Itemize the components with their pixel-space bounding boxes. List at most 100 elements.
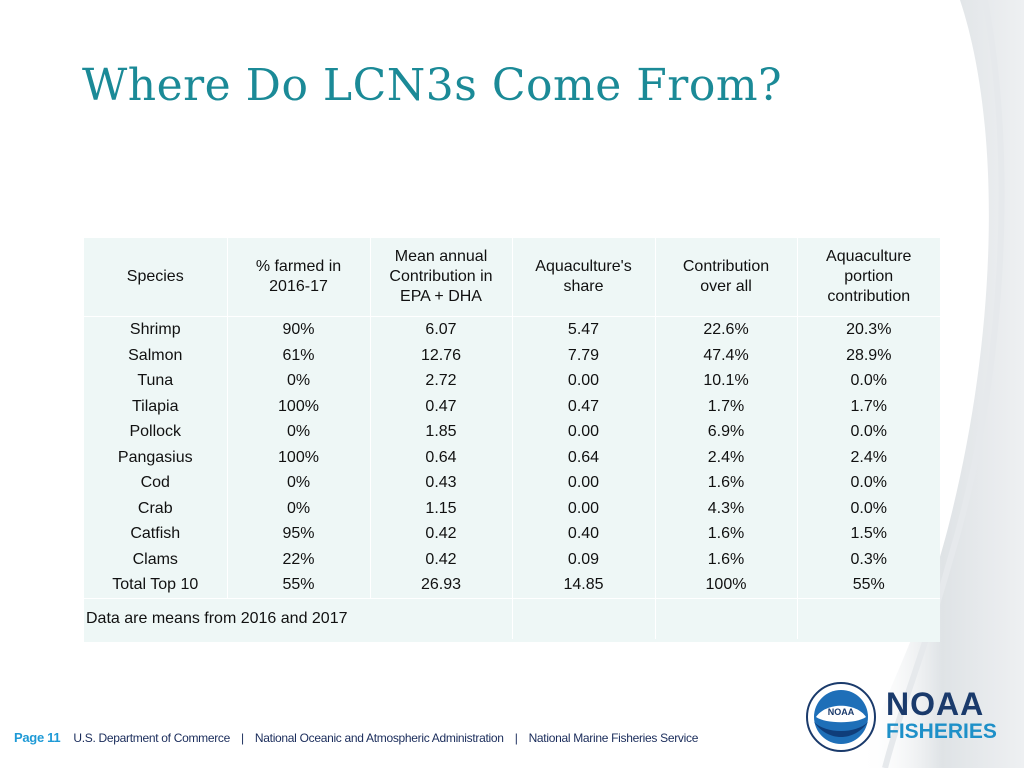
table-cell: 100% xyxy=(655,572,798,598)
table-cell: 0.64 xyxy=(512,444,656,470)
table-row: Pollock 0% 1.85 0.00 6.9% 0.0% xyxy=(84,419,940,445)
noaa-seal-icon: NOAA xyxy=(806,682,876,752)
table-cell: 95% xyxy=(227,521,371,547)
table-cell: 20.3% xyxy=(846,321,892,338)
table-cell: 0.42 xyxy=(370,521,513,547)
table-body: Shrimp 90% 6.07 5.47 22.6% 20.3% Salmon 61% 12.7… xyxy=(84,316,940,598)
table-cell: Salmon xyxy=(84,342,228,368)
table-cell: Crab xyxy=(84,495,228,521)
table-row: Salmon 61% 12.76 7.79 47.4% 28.9% xyxy=(84,342,940,368)
table-row: Clams 22% 0.42 0.09 1.6% 0.3% xyxy=(84,546,940,572)
table-cell: Pangasius xyxy=(84,444,228,470)
footer-separator: | xyxy=(241,731,244,745)
table-cell: Catfish xyxy=(84,521,228,547)
table-cell: 0.47 xyxy=(370,393,513,419)
footer-separator: | xyxy=(514,731,518,745)
lcn3-table-container: Species % farmed in 2016-17 Mean annual … xyxy=(84,238,940,642)
table-cell: 0.64 xyxy=(370,444,513,470)
table-row: Catfish 95% 0.42 0.40 1.6% 1.5% xyxy=(84,521,940,547)
header-text: Mean annual Contribution in EPA + DHA xyxy=(389,248,493,305)
table-cell: Cod xyxy=(84,470,228,496)
table-row: Cod 0% 0.43 0.00 1.6% 0.0% xyxy=(84,470,940,496)
table-cell: 55% xyxy=(852,576,885,593)
table-cell: 0.0% xyxy=(850,423,887,440)
table-cell: 5.47 xyxy=(512,316,656,343)
table-note: Data are means from 2016 and 2017 xyxy=(84,597,513,639)
table-cell: 2.4% xyxy=(655,444,798,470)
table-cell: 14.85 xyxy=(512,572,656,598)
table-cell: Pollock xyxy=(84,419,228,445)
page-title: Where Do LCN3s Come From? xyxy=(82,60,783,111)
table-cell: 0.43 xyxy=(370,470,513,496)
column-header-aquaculture-portion: Aquaculture portion contribution xyxy=(797,238,940,317)
table-row: Tuna 0% 2.72 0.00 10.1% 0.0% xyxy=(84,368,940,394)
table-cell: 26.93 xyxy=(370,572,513,598)
table-cell: 0.00 xyxy=(512,419,656,445)
table-cell: 61% xyxy=(227,342,371,368)
noaa-fisheries-logo: NOAA NOAA FISHERIES xyxy=(806,680,997,760)
table-cell: 2.72 xyxy=(370,368,513,394)
table-cell: 7.79 xyxy=(512,342,656,368)
table-cell: 0% xyxy=(227,419,371,445)
table-cell: 0.47 xyxy=(512,393,656,419)
table-note-row: Data are means from 2016 and 2017 xyxy=(84,597,940,639)
table-row: Pangasius 100% 0.64 0.64 2.4% 2.4% xyxy=(84,444,940,470)
table-cell: Tilapia xyxy=(84,393,228,419)
footer-agency: National Oceanic and Atmospheric Adminis… xyxy=(254,731,504,745)
table-cell: 1.5% xyxy=(850,525,887,542)
table-cell: 0.00 xyxy=(512,368,656,394)
table-row: Crab 0% 1.15 0.00 4.3% 0.0% xyxy=(84,495,940,521)
table-cell: Tuna xyxy=(84,368,228,394)
table-cell: 1.85 xyxy=(370,419,513,445)
table-row: Shrimp 90% 6.07 5.47 22.6% 20.3% xyxy=(84,316,940,343)
column-header-aquaculture-share: Aquaculture's share xyxy=(512,238,656,317)
table-cell: 12.76 xyxy=(370,342,513,368)
footer-service: National Marine Fisheries Service xyxy=(528,731,699,745)
table-cell: 1.7% xyxy=(850,397,887,415)
table-cell: 1.6% xyxy=(655,521,798,547)
lcn3-sources-table: Species % farmed in 2016-17 Mean annual … xyxy=(84,238,940,639)
table-cell: Shrimp xyxy=(84,316,228,343)
table-cell: 0.0% xyxy=(850,499,887,517)
table-cell: 0% xyxy=(227,495,371,521)
column-header-species: Species xyxy=(84,238,228,317)
table-cell: 0.00 xyxy=(512,495,656,521)
table-cell: 0% xyxy=(227,470,371,496)
table-cell: 1.7% xyxy=(655,393,798,419)
table-cell: 4.3% xyxy=(655,495,798,521)
logo-fisheries-text: FISHERIES xyxy=(886,720,997,743)
column-header-percent-farmed: % farmed in 2016-17 xyxy=(227,238,371,317)
table-cell: 0% xyxy=(227,368,371,394)
table-cell: 1.6% xyxy=(655,470,798,496)
table-cell: 22.6% xyxy=(655,316,798,343)
empty-cell xyxy=(797,597,940,639)
table-cell: 10.1% xyxy=(655,368,798,394)
table-cell: 0.00 xyxy=(512,470,656,496)
page-number: Page 11 xyxy=(14,730,61,745)
table-header-row: Species % farmed in 2016-17 Mean annual … xyxy=(84,238,940,317)
header-text: Aquaculture's share xyxy=(535,258,632,295)
table-cell: 0.42 xyxy=(370,546,513,572)
column-header-mean-annual-contribution: Mean annual Contribution in EPA + DHA xyxy=(370,238,513,317)
table-cell: 55% xyxy=(227,572,371,598)
table-cell: Clams xyxy=(84,546,228,572)
table-cell: 47.4% xyxy=(655,342,798,368)
table-cell: Total Top 10 xyxy=(84,572,228,598)
footer: Page 11 U.S. Department of Commerce | Na… xyxy=(14,730,698,745)
table-cell: 90% xyxy=(227,316,371,343)
header-text: % farmed in 2016-17 xyxy=(255,258,342,295)
header-text: Aquaculture portion contribution xyxy=(826,248,912,305)
table-cell: 28.9% xyxy=(846,346,892,364)
table-cell: 6.07 xyxy=(370,316,513,343)
table-cell: 0.0% xyxy=(850,474,887,491)
table-cell: 22% xyxy=(227,546,371,572)
table-cell: 0.0% xyxy=(850,372,887,389)
table-cell: 100% xyxy=(227,444,371,470)
table-cell: 0.40 xyxy=(512,521,656,547)
seal-label: NOAA xyxy=(828,707,855,717)
table-cell: 6.9% xyxy=(655,419,798,445)
table-cell: 0.3% xyxy=(850,550,887,568)
table-cell: 1.15 xyxy=(370,495,513,521)
table-cell: 100% xyxy=(227,393,371,419)
